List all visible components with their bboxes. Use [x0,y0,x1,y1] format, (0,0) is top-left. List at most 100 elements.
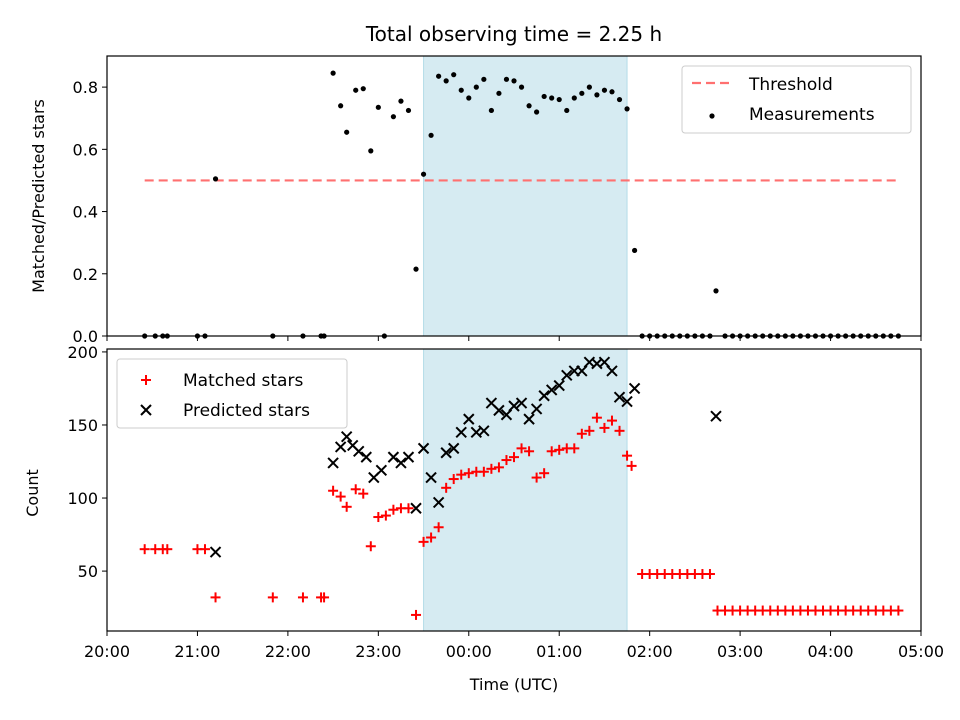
matched-star-point [319,592,330,603]
measurement-point [549,95,555,101]
bottom-x-ticks: 20:00 21:00 22:00 23:00 00:00 01:00 02:00 03:00… [84,631,944,661]
matched-star-point [335,491,346,502]
threshold-legend-label: Threshold [748,75,833,95]
x-tick-label: 03:00 [717,642,763,661]
predicted-legend-marker [140,404,152,416]
measurement-point [473,84,479,90]
measurement-point [503,76,510,82]
predicted-star-point [353,445,365,457]
predicted-stars-points [209,356,722,558]
measurements-legend-label: Measurements [749,105,875,125]
matched-star-point [297,592,308,603]
observing-window-shade-bottom [423,348,628,632]
predicted-star-point [613,391,626,403]
measurement-point [496,90,502,96]
matched-stars-points [139,412,904,620]
x-tick-label: 23:00 [355,642,401,661]
matched-star-point [509,452,519,463]
matched-star-point [380,510,391,521]
measurement-point [338,103,344,109]
predicted-star-point [334,441,347,453]
matched-star-point [463,468,474,479]
matched-star-point [546,446,557,457]
bottom-panel: 50 100 150 200 20:00 21:00 22:00 23:00 00:00 01:… [23,343,944,694]
measurement-point [466,95,472,101]
measurement-point [586,84,592,90]
matched-legend-label: Matched stars [183,371,303,391]
predicted-star-point [360,451,372,463]
measurements-legend-marker [709,113,715,119]
predicted-star-point [463,413,475,425]
measurement-point [330,70,336,76]
matched-star-point [403,503,414,514]
chart-title: Total observing time = 2.25 h [365,22,662,46]
y-tick-label: 150 [67,416,98,435]
measurement-point [518,84,525,90]
predicted-star-point [606,365,618,377]
matched-star-point [365,541,376,552]
y-tick-label: 0.2 [73,265,98,284]
y-tick-label: 0.6 [73,140,98,159]
x-tick-label: 04:00 [808,642,854,661]
predicted-star-point [432,496,445,509]
measurement-point [616,96,623,103]
measurement-point [601,87,608,93]
x-tick-label: 21:00 [174,642,220,661]
matched-star-point [584,425,595,436]
measurement-point [428,132,434,138]
matched-star-point [554,444,565,455]
measurement-point [212,176,219,182]
x-tick-label: 00:00 [446,642,492,661]
measurement-point [353,87,359,93]
bottom-y-axis-label: Count [23,469,42,517]
matched-star-point [267,592,278,603]
measurement-point [413,266,419,272]
predicted-star-point [455,426,467,438]
top-y-ticks: 0.0 0.2 0.4 0.6 0.8 [73,78,107,346]
top-legend-box [681,65,912,134]
bottom-legend-box [116,358,348,429]
matched-star-point [358,488,369,499]
measurement-point [511,78,517,84]
predicted-star-point [425,471,437,484]
matched-legend-glyph [141,375,151,385]
matched-star-point [493,462,504,473]
measurement-point [594,92,600,98]
matched-star-point [516,443,527,454]
matched-star-point [456,469,467,480]
measurement-point [405,107,412,114]
x-tick-label: 02:00 [627,642,673,661]
matched-star-point [622,450,633,461]
x-tick-label: 05:00 [898,642,944,661]
matched-star-point [350,484,361,495]
matched-star-point [426,532,437,543]
predicted-legend-label: Predicted stars [183,401,310,421]
measurement-point [451,72,457,78]
measurement-point [488,107,494,114]
measurement-point [631,247,638,254]
matched-star-point [341,501,352,512]
y-tick-label: 50 [78,562,98,581]
measurement-point [541,93,547,100]
measurement-point [375,104,381,110]
predicted-legend-glyph [140,404,152,416]
predicted-star-point [402,451,415,463]
measurement-point [436,73,442,79]
matched-star-point [388,504,399,515]
measurement-point [579,90,585,96]
matched-star-point [531,472,542,483]
matched-star-point [411,609,422,620]
measurement-point [624,106,630,112]
measurement-point [368,148,374,154]
top-panel: 0.0 0.2 0.4 0.6 0.8 Total observing time = 2… [29,22,922,346]
matched-star-point [210,592,221,603]
predicted-star-point [387,451,400,463]
matched-star-point [486,463,497,474]
bottom-y-ticks: 50 100 150 200 [67,343,107,581]
matched-star-point [524,446,535,457]
predicted-star-point [447,442,460,455]
bottom-axes-frame [106,348,922,632]
matched-star-point [373,512,384,523]
y-tick-label: 0.4 [73,203,98,222]
